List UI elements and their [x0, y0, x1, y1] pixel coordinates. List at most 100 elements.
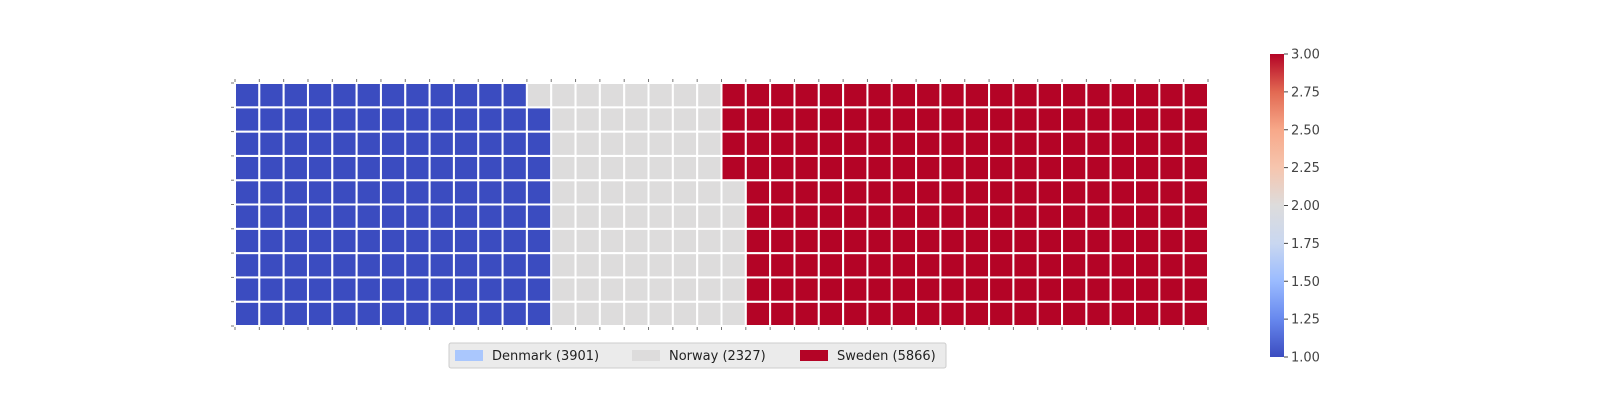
waffle-cell-denmark: [525, 227, 553, 255]
waffle-cell-denmark: [428, 227, 455, 255]
waffle-cell-denmark: [306, 300, 334, 328]
waffle-cell-denmark: [331, 154, 358, 182]
waffle-cell-norway: [696, 82, 723, 109]
waffle-cell-denmark: [501, 227, 528, 255]
waffle-cell-norway: [598, 154, 626, 182]
waffle-cell-denmark: [234, 106, 261, 133]
waffle-cell-denmark: [452, 179, 480, 206]
waffle-cell-sweden: [963, 154, 991, 182]
waffle-cell-denmark: [258, 252, 285, 279]
waffle-cell-sweden: [866, 203, 893, 230]
waffle-cell-norway: [720, 276, 747, 303]
waffle-cell-norway: [696, 227, 723, 255]
colorbar-tick-label: 1.50: [1291, 275, 1320, 290]
waffle-cell-denmark: [428, 154, 455, 182]
waffle-cell-sweden: [1109, 276, 1137, 303]
waffle-cell-denmark: [306, 252, 334, 279]
waffle-cell-sweden: [720, 154, 747, 182]
waffle-cell-sweden: [1061, 252, 1088, 279]
waffle-cell-sweden: [963, 203, 991, 230]
waffle-cell-sweden: [744, 300, 772, 328]
waffle-cell-sweden: [963, 300, 991, 328]
waffle-cell-norway: [671, 154, 699, 182]
waffle-cell-denmark: [258, 154, 285, 182]
waffle-cell-sweden: [963, 276, 991, 303]
waffle-cell-sweden: [720, 130, 747, 157]
waffle-cell-denmark: [282, 227, 309, 255]
waffle-cell-norway: [550, 82, 577, 109]
waffle-cell-norway: [598, 300, 626, 328]
waffle-cell-denmark: [282, 82, 309, 109]
legend-swatch-denmark: [455, 350, 483, 361]
waffle-cell-sweden: [1182, 300, 1210, 328]
waffle-cell-sweden: [988, 106, 1015, 133]
waffle-cell-sweden: [793, 203, 820, 230]
waffle-cell-norway: [598, 179, 626, 206]
waffle-cell-sweden: [915, 252, 942, 279]
waffle-cell-denmark: [258, 106, 285, 133]
waffle-cell-norway: [574, 203, 601, 230]
waffle-cell-norway: [574, 179, 601, 206]
waffle-cell-sweden: [988, 203, 1015, 230]
waffle-cell-denmark: [379, 130, 407, 157]
waffle-cell-sweden: [817, 203, 845, 230]
waffle-cell-norway: [671, 276, 699, 303]
waffle-cell-denmark: [234, 252, 261, 279]
waffle-cell-sweden: [769, 227, 796, 255]
waffle-cell-sweden: [1036, 130, 1064, 157]
waffle-cell-norway: [550, 203, 577, 230]
waffle-cell-sweden: [1085, 179, 1112, 206]
waffle-cell-denmark: [379, 300, 407, 328]
waffle-cell-sweden: [769, 82, 796, 109]
waffle-cell-sweden: [1085, 252, 1112, 279]
waffle-cell-sweden: [915, 179, 942, 206]
waffle-cell-denmark: [501, 252, 528, 279]
waffle-cell-sweden: [866, 300, 893, 328]
waffle-cell-denmark: [282, 276, 309, 303]
waffle-cell-denmark: [452, 106, 480, 133]
waffle-cell-denmark: [355, 300, 382, 328]
waffle-cell-sweden: [915, 227, 942, 255]
waffle-cell-denmark: [477, 179, 504, 206]
waffle-cell-denmark: [258, 179, 285, 206]
waffle-cell-sweden: [988, 276, 1015, 303]
waffle-cell-denmark: [477, 154, 504, 182]
waffle-cell-sweden: [1012, 252, 1039, 279]
waffle-cell-sweden: [1158, 203, 1185, 230]
waffle-cell-sweden: [915, 276, 942, 303]
waffle-cell-norway: [647, 252, 674, 279]
waffle-cell-sweden: [744, 154, 772, 182]
waffle-cell-sweden: [1134, 203, 1161, 230]
waffle-cell-norway: [550, 154, 577, 182]
waffle-cell-norway: [696, 300, 723, 328]
waffle-cell-norway: [671, 300, 699, 328]
waffle-cell-denmark: [452, 203, 480, 230]
waffle-cell-sweden: [817, 252, 845, 279]
waffle-cell-sweden: [744, 130, 772, 157]
waffle-cell-sweden: [744, 82, 772, 109]
waffle-cell-denmark: [258, 300, 285, 328]
waffle-cell-norway: [647, 130, 674, 157]
waffle-cell-sweden: [1182, 130, 1210, 157]
waffle-cell-denmark: [452, 154, 480, 182]
waffle-cell-denmark: [525, 252, 553, 279]
waffle-cell-denmark: [404, 154, 431, 182]
waffle-cell-denmark: [234, 300, 261, 328]
waffle-cell-sweden: [939, 130, 966, 157]
waffle-cell-sweden: [817, 227, 845, 255]
waffle-cell-sweden: [890, 252, 918, 279]
waffle-cell-sweden: [817, 106, 845, 133]
waffle-cell-norway: [696, 106, 723, 133]
waffle-cell-denmark: [428, 203, 455, 230]
waffle-cell-denmark: [355, 252, 382, 279]
waffle-cell-sweden: [1158, 130, 1185, 157]
waffle-cell-sweden: [1012, 300, 1039, 328]
waffle-cell-norway: [623, 203, 650, 230]
waffle-cell-norway: [671, 106, 699, 133]
waffle-cell-sweden: [1158, 227, 1185, 255]
waffle-cell-sweden: [988, 227, 1015, 255]
waffle-cell-sweden: [1109, 106, 1137, 133]
waffle-cell-norway: [647, 82, 674, 109]
waffle-cell-sweden: [890, 300, 918, 328]
waffle-cell-sweden: [890, 154, 918, 182]
